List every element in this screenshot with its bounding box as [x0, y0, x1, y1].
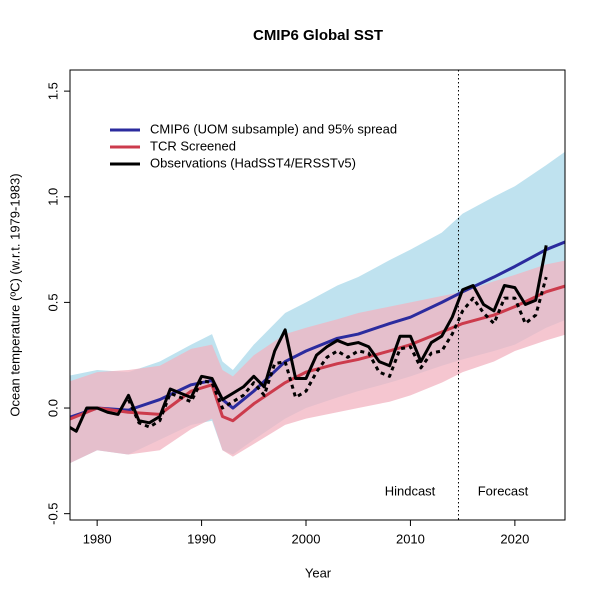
series-line — [127, 276, 548, 429]
x-tick-label: 2020 — [500, 531, 529, 546]
y-tick-label: 0.5 — [45, 293, 60, 311]
x-tick-label: 2000 — [292, 531, 321, 546]
y-tick-label: 1.0 — [45, 188, 60, 206]
series-line — [70, 240, 565, 419]
x-tick-label: 1980 — [83, 531, 112, 546]
y-tick-label: 1.5 — [45, 82, 60, 100]
spread-band — [70, 260, 565, 464]
legend-label: CMIP6 (UOM subsample) and 95% spread — [150, 121, 397, 136]
y-tick-label: -0.5 — [45, 502, 60, 524]
plot-frame — [69, 69, 566, 521]
x-tick-label: 2010 — [396, 531, 425, 546]
y-axis-label: Ocean temperature (ºC) (w.r.t. 1979-1983… — [7, 173, 22, 416]
annotation: Hindcast — [385, 483, 436, 498]
series-line — [70, 284, 565, 423]
y-tick-label: 0.0 — [45, 399, 60, 417]
legend-label: TCR Screened — [150, 138, 236, 153]
x-axis-label: Year — [305, 565, 332, 580]
plot-area — [70, 70, 565, 520]
x-tick-label: 1990 — [187, 531, 216, 546]
legend-label: Observations (HadSST4/ERSSTv5) — [150, 155, 356, 170]
chart-title: CMIP6 Global SST — [253, 27, 383, 44]
series-line — [70, 245, 548, 433]
annotation: Forecast — [478, 483, 529, 498]
